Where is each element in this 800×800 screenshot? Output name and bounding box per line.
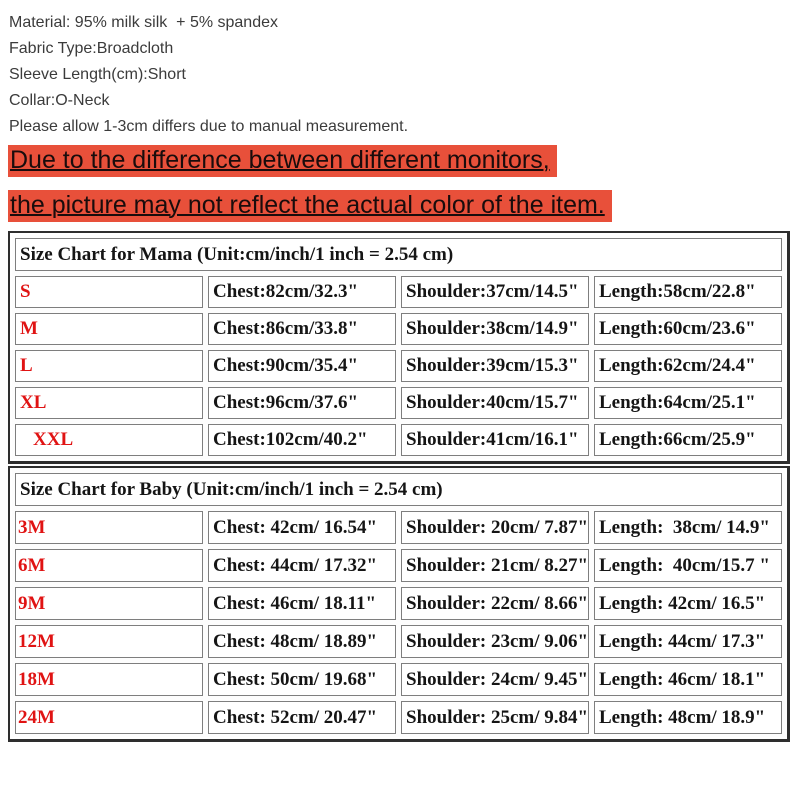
chest-cell: Chest: 46cm/ 18.11": [208, 587, 396, 620]
chest-cell: Chest:102cm/40.2": [208, 424, 396, 456]
length-cell: Length: 48cm/ 18.9": [594, 701, 782, 734]
length-cell: Length:58cm/22.8": [594, 276, 782, 308]
shoulder-cell: Shoulder: 22cm/ 8.66": [401, 587, 589, 620]
fabric-type-line: Fabric Type:Broadcloth: [9, 40, 174, 57]
chest-cell: Chest:96cm/37.6": [208, 387, 396, 419]
shoulder-cell: Shoulder: 24cm/ 9.45": [401, 663, 589, 696]
length-cell: Length:60cm/23.6": [594, 313, 782, 345]
shoulder-cell: Shoulder: 20cm/ 7.87": [401, 511, 589, 544]
material-line: Material: 95% milk silk + 5% spandex: [9, 14, 278, 31]
shoulder-cell: Shoulder:38cm/14.9": [401, 313, 589, 345]
product-info-section: Material: 95% milk silk + 5% spandex Fab…: [0, 0, 800, 140]
table-row: 18M Chest: 50cm/ 19.68" Shoulder: 24cm/ 9.…: [15, 663, 782, 696]
size-chart-mama: Size Chart for Mama (Unit:cm/inch/1 inch…: [8, 231, 790, 464]
sleeve-length-line: Sleeve Length(cm):Short: [9, 66, 186, 83]
table-row: 6M Chest: 44cm/ 17.32" Shoulder: 21cm/ 8.2…: [15, 549, 782, 582]
shoulder-cell: Shoulder:37cm/14.5": [401, 276, 589, 308]
length-cell: Length: 46cm/ 18.1": [594, 663, 782, 696]
table-row: 24M Chest: 52cm/ 20.47" Shoulder: 25cm/ 9.…: [15, 701, 782, 734]
collar-line: Collar:O-Neck: [9, 92, 110, 109]
chest-cell: Chest: 50cm/ 19.68": [208, 663, 396, 696]
shoulder-cell: Shoulder: 23cm/ 9.06": [401, 625, 589, 658]
shoulder-cell: Shoulder:41cm/16.1": [401, 424, 589, 456]
length-cell: Length: 40cm/15.7 ": [594, 549, 782, 582]
length-cell: Length: 44cm/ 17.3": [594, 625, 782, 658]
size-cell: 6M: [15, 549, 203, 582]
table-title: Size Chart for Baby (Unit:cm/inch/1 inch…: [15, 473, 782, 506]
table-title-row: Size Chart for Baby (Unit:cm/inch/1 inch…: [15, 473, 782, 506]
size-cell: L: [15, 350, 203, 382]
chest-cell: Chest: 52cm/ 20.47": [208, 701, 396, 734]
table-row: S Chest:82cm/32.3" Shoulder:37cm/14.5" Leng…: [15, 276, 782, 308]
size-cell: S: [15, 276, 203, 308]
chest-cell: Chest: 42cm/ 16.54": [208, 511, 396, 544]
table-row: 3M Chest: 42cm/ 16.54" Shoulder: 20cm/ 7.8…: [15, 511, 782, 544]
table-row: 9M Chest: 46cm/ 18.11" Shoulder: 22cm/ 8.6…: [15, 587, 782, 620]
table-title-row: Size Chart for Mama (Unit:cm/inch/1 inch…: [15, 238, 782, 271]
table-row: M Chest:86cm/33.8" Shoulder:38cm/14.9" Leng…: [15, 313, 782, 345]
table-row: L Chest:90cm/35.4" Shoulder:39cm/15.3" Leng…: [15, 350, 782, 382]
color-warning-line-1: Due to the difference between different …: [8, 145, 557, 177]
table-row: XL Chest:96cm/37.6" Shoulder:40cm/15.7" Len…: [15, 387, 782, 419]
chest-cell: Chest: 48cm/ 18.89": [208, 625, 396, 658]
table-row: 12M Chest: 48cm/ 18.89" Shoulder: 23cm/ 9.…: [15, 625, 782, 658]
shoulder-cell: Shoulder:40cm/15.7": [401, 387, 589, 419]
shoulder-cell: Shoulder: 25cm/ 9.84": [401, 701, 589, 734]
chest-cell: Chest:82cm/32.3": [208, 276, 396, 308]
measurement-note-line: Please allow 1-3cm differs due to manual…: [9, 118, 409, 135]
chest-cell: Chest:86cm/33.8": [208, 313, 396, 345]
size-cell: 18M: [15, 663, 203, 696]
shoulder-cell: Shoulder: 21cm/ 8.27": [401, 549, 589, 582]
size-cell: 12M: [15, 625, 203, 658]
size-cell: M: [15, 313, 203, 345]
length-cell: Length: 42cm/ 16.5": [594, 587, 782, 620]
table-row: XXL Chest:102cm/40.2" Shoulder:41cm/16.1" L…: [15, 424, 782, 456]
color-warning-section: Due to the difference between different …: [8, 145, 800, 222]
size-cell: XXL: [15, 424, 203, 456]
size-cell: 24M: [15, 701, 203, 734]
size-cell: 9M: [15, 587, 203, 620]
length-cell: Length:66cm/25.9": [594, 424, 782, 456]
color-warning-line-2: the picture may not reflect the actual c…: [8, 190, 612, 222]
chest-cell: Chest: 44cm/ 17.32": [208, 549, 396, 582]
size-cell: 3M: [15, 511, 203, 544]
size-chart-baby: Size Chart for Baby (Unit:cm/inch/1 inch…: [8, 466, 790, 742]
length-cell: Length:64cm/25.1": [594, 387, 782, 419]
shoulder-cell: Shoulder:39cm/15.3": [401, 350, 589, 382]
chest-cell: Chest:90cm/35.4": [208, 350, 396, 382]
table-title: Size Chart for Mama (Unit:cm/inch/1 inch…: [15, 238, 782, 271]
length-cell: Length: 38cm/ 14.9": [594, 511, 782, 544]
length-cell: Length:62cm/24.4": [594, 350, 782, 382]
size-cell: XL: [15, 387, 203, 419]
